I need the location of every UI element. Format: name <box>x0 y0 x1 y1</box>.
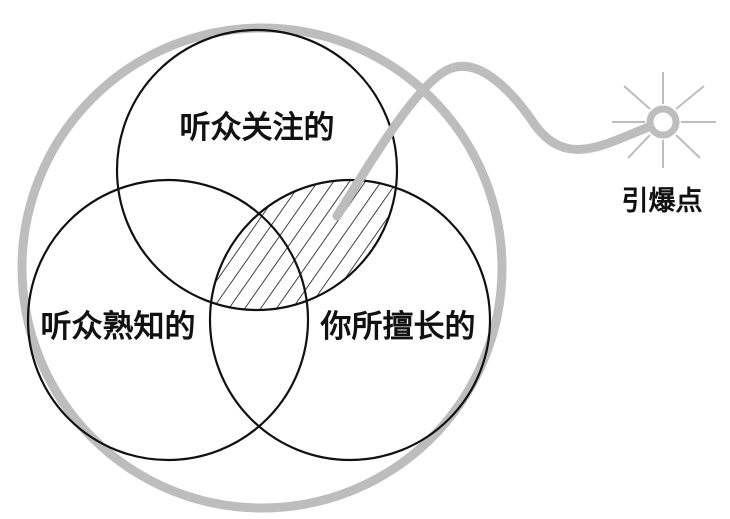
hatched-intersection <box>210 180 397 310</box>
audience-familiar-label: 听众熟知的 <box>41 309 196 345</box>
audience-focus-circle <box>115 28 399 312</box>
spark-icon <box>612 72 716 168</box>
ignition-point-label: 引爆点 <box>622 186 703 217</box>
your-expertise-label: 你所擅长的 <box>320 309 476 345</box>
audience-focus-label: 听众关注的 <box>180 110 335 146</box>
outer-boundary-circle <box>17 23 507 513</box>
your-expertise-circle <box>208 178 492 462</box>
audience-familiar-circle <box>26 178 310 462</box>
fuse-line <box>332 61 667 221</box>
